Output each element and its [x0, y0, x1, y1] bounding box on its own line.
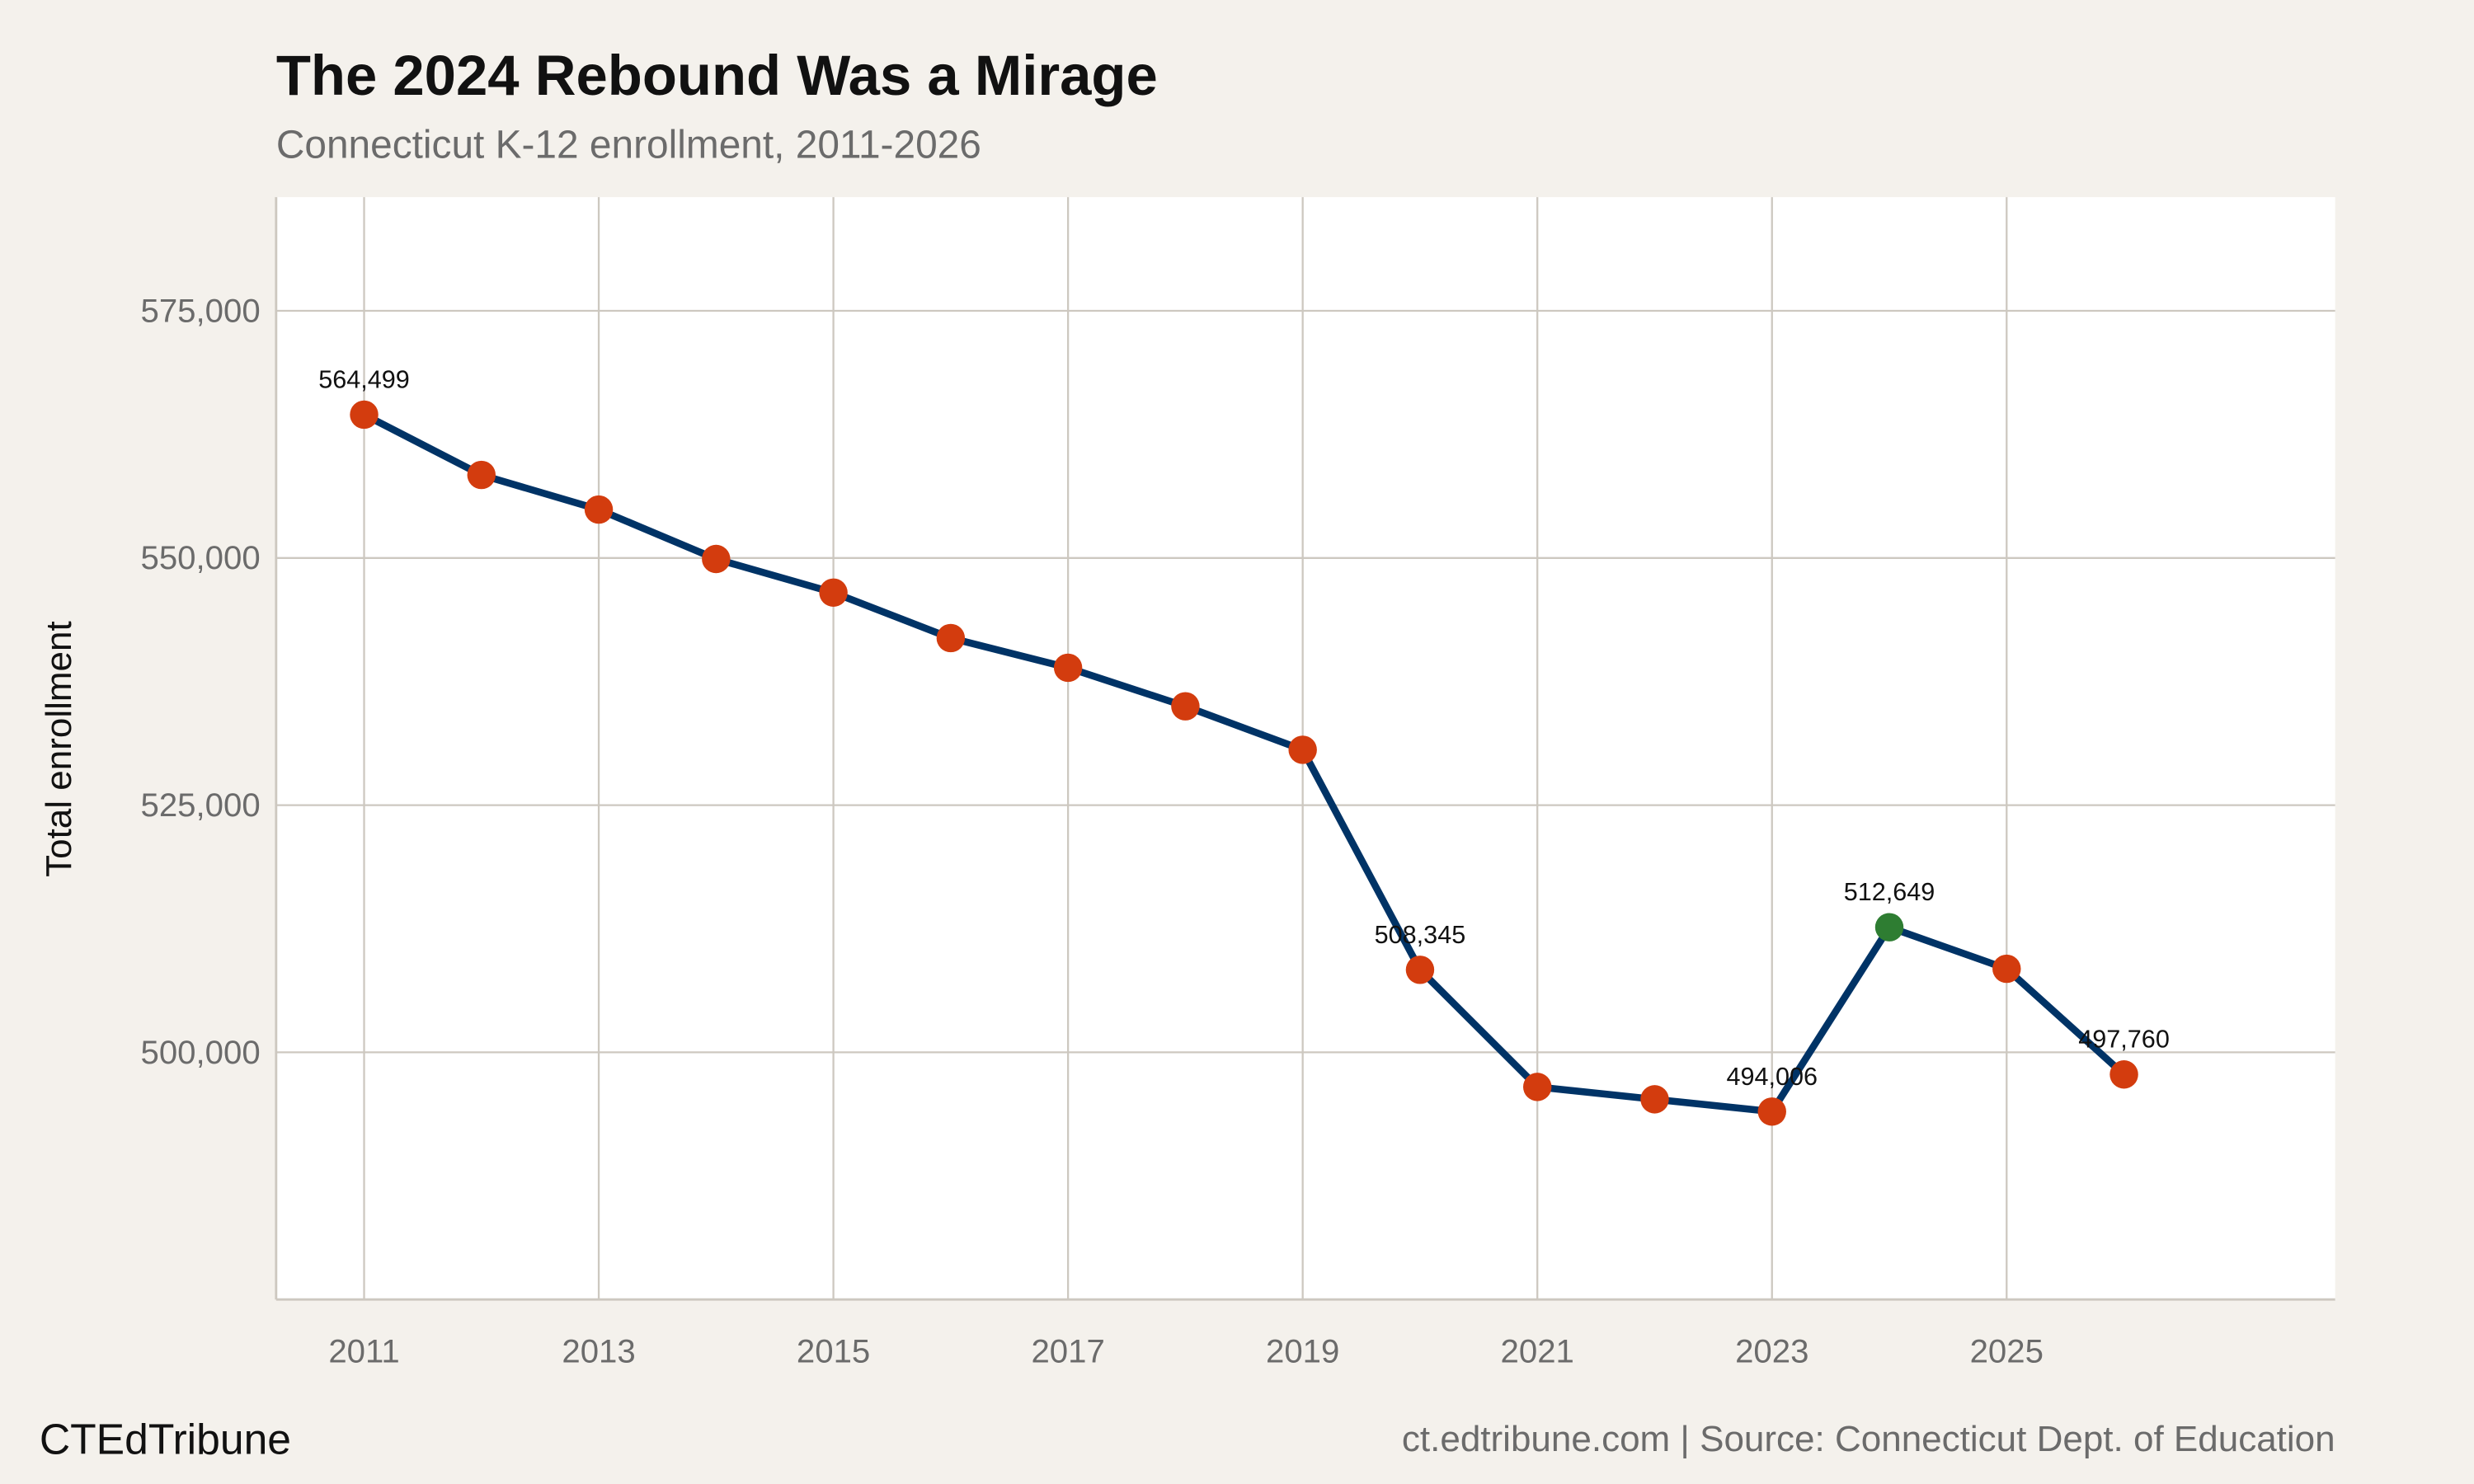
source-note: ct.edtribune.com | Source: Connecticut D… [1402, 1419, 2335, 1459]
data-point-2017 [1053, 653, 1083, 683]
data-labels: 564,499 508,345 494,006 512,649 497,760 [318, 365, 2170, 1090]
data-label-2026: 497,760 [2078, 1026, 2170, 1054]
chart-subtitle: Connecticut K-12 enrollment, 2011-2026 [276, 123, 981, 167]
data-point-2026 [2109, 1060, 2138, 1089]
data-point-2021 [1522, 1073, 1552, 1101]
x-tick-label: 2023 [1735, 1333, 1808, 1370]
y-tick-label: 525,000 [141, 787, 261, 824]
x-tick-label: 2025 [1970, 1333, 2044, 1370]
y-tick-label: 550,000 [141, 539, 261, 576]
data-point-2019 [1288, 735, 1317, 764]
data-label-2024: 512,649 [1844, 878, 1935, 906]
x-tick-label: 2021 [1501, 1333, 1574, 1370]
data-point-2016 [936, 623, 966, 653]
brand-logo-text: CTEdTribune [40, 1416, 291, 1463]
x-tick-label: 2011 [328, 1333, 399, 1370]
data-point-2013 [584, 495, 614, 524]
y-tick-label: 500,000 [141, 1034, 261, 1071]
chart-title: The 2024 Rebound Was a Mirage [276, 44, 1158, 107]
data-point-2023 [1757, 1097, 1786, 1126]
x-tick-label: 2017 [1031, 1333, 1104, 1370]
x-tick-label: 2013 [562, 1333, 635, 1370]
data-label-2023: 494,006 [1726, 1063, 1818, 1091]
data-label-2011: 564,499 [318, 365, 410, 393]
data-point-2018 [1171, 692, 1200, 721]
y-axis-label: Total enrollment [39, 621, 79, 877]
data-point-2012 [467, 460, 496, 490]
data-point-2022 [1640, 1085, 1669, 1114]
data-point-2014 [702, 544, 731, 574]
y-tick-label: 575,000 [141, 292, 261, 329]
series-line [362, 411, 2127, 1115]
x-tick-labels: 2011 2013 2015 2017 2019 2021 2023 2025 [328, 1333, 2044, 1370]
data-point-2020 [1405, 956, 1435, 984]
y-tick-labels: 500,000 525,000 550,000 575,000 [141, 292, 261, 1070]
data-point-2011 [350, 400, 379, 430]
data-point-2015 [819, 578, 848, 607]
x-tick-label: 2015 [797, 1333, 870, 1370]
data-point-2024 [1874, 913, 1904, 942]
data-points [350, 400, 2138, 1126]
x-tick-label: 2019 [1266, 1333, 1339, 1370]
data-label-2020: 508,345 [1375, 921, 1466, 949]
data-point-2025 [1992, 954, 2021, 984]
